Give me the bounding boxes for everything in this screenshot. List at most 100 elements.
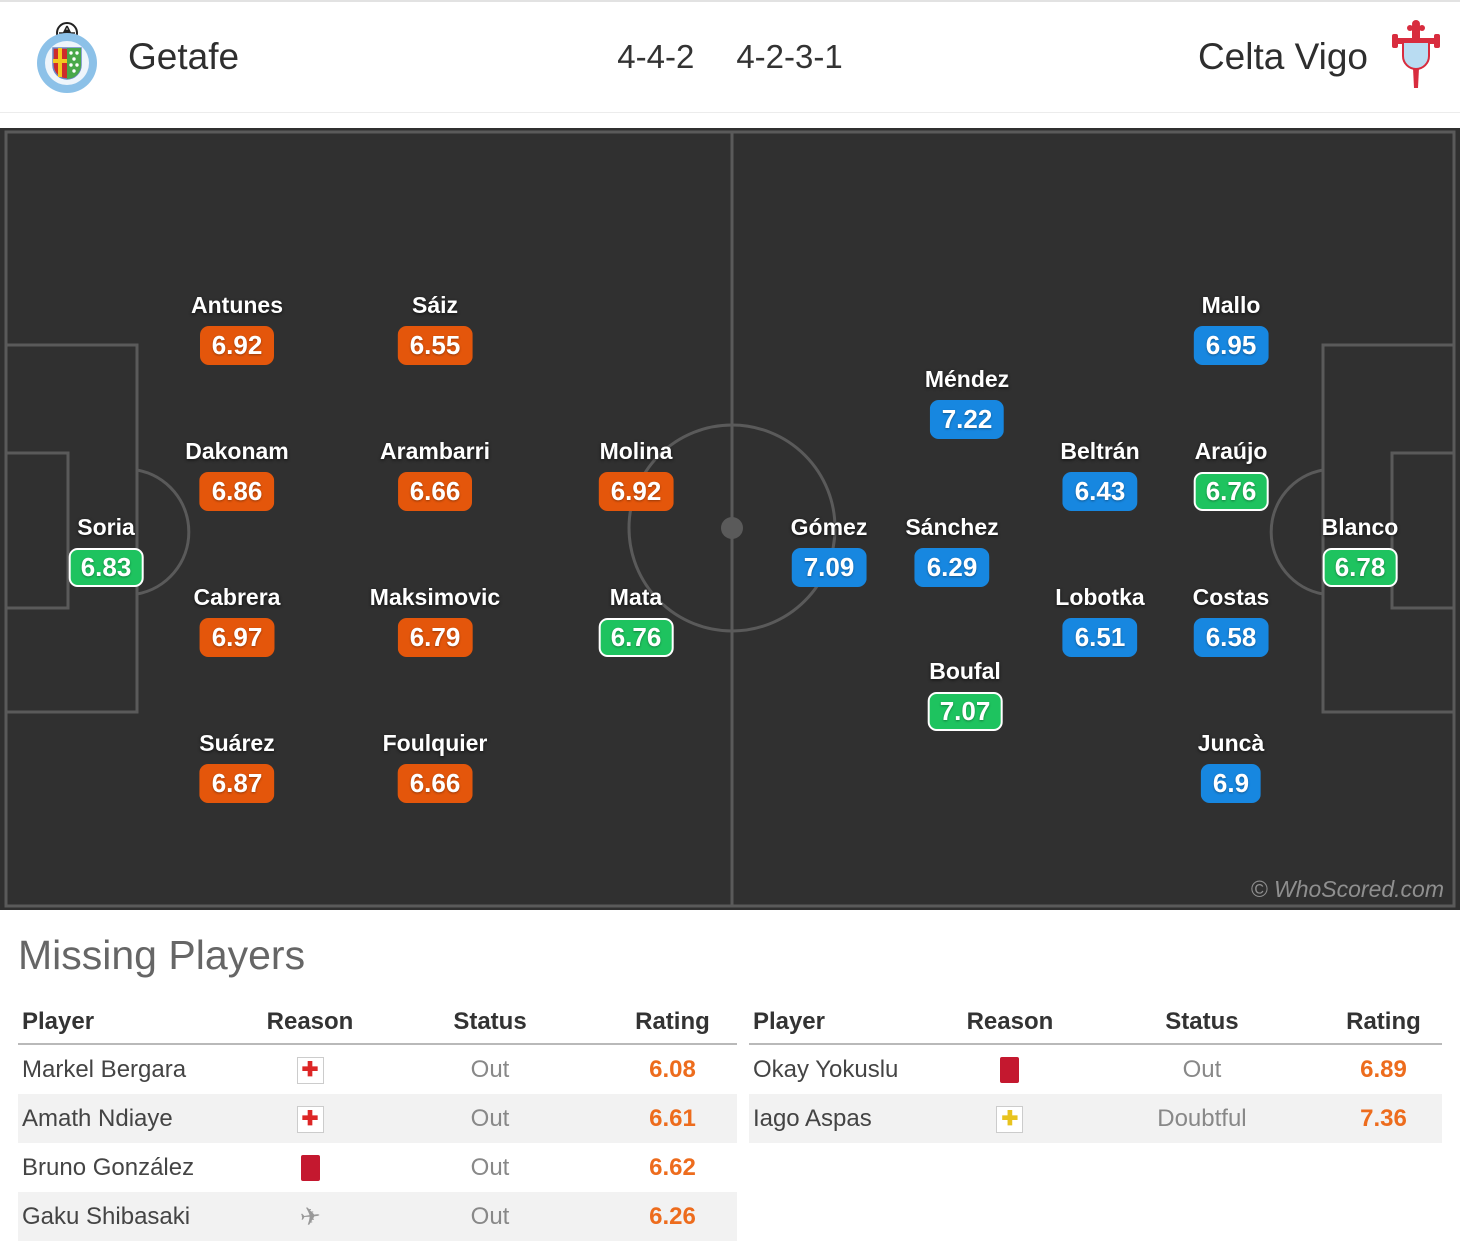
- away-team: Celta Vigo: [1198, 18, 1442, 96]
- player[interactable]: Foulquier 6.66: [383, 730, 487, 803]
- player-name: Juncà: [1197, 730, 1265, 756]
- missing-player-name[interactable]: Bruno González: [22, 1153, 195, 1181]
- injury-cross-icon: ✚: [296, 1105, 324, 1133]
- player-name: Sánchez: [905, 514, 999, 540]
- home-team: Getafe: [34, 17, 239, 97]
- missing-players-title: Missing Players: [18, 932, 306, 978]
- player-rating-badge: 6.9: [1200, 764, 1262, 803]
- player[interactable]: Gómez 7.09: [790, 514, 868, 587]
- missing-player-reason: [248, 1154, 372, 1182]
- table-header: Player Reason Status Rating: [18, 1001, 737, 1045]
- missing-player-status: Out: [470, 1202, 510, 1230]
- player-name: Gómez: [790, 514, 868, 540]
- missing-player-status: Out: [1182, 1055, 1222, 1083]
- player-name: Arambarri: [380, 438, 490, 464]
- player[interactable]: Boufal 7.07: [927, 658, 1003, 731]
- player[interactable]: Arambarri 6.66: [380, 438, 490, 511]
- player[interactable]: Maksimovic 6.79: [370, 584, 500, 657]
- player[interactable]: Juncà 6.9: [1198, 730, 1264, 803]
- player[interactable]: Costas 6.58: [1192, 584, 1270, 657]
- missing-player-rating: 6.08: [649, 1055, 696, 1083]
- missing-players-table-away: Player Reason Status Rating Okay Yokuslu…: [748, 1001, 1442, 1241]
- player-rating-badge: 7.07: [927, 692, 1003, 731]
- missing-player-name[interactable]: Iago Aspas: [752, 1104, 872, 1132]
- missing-player-name[interactable]: Amath Ndiaye: [22, 1104, 173, 1132]
- column-status: Status: [453, 1008, 527, 1035]
- missing-player-name[interactable]: Gaku Shibasaki: [22, 1202, 191, 1230]
- player[interactable]: Soria 6.83: [68, 514, 144, 587]
- missing-player-status: Out: [470, 1104, 510, 1132]
- missing-player-reason: ✚: [941, 1104, 1079, 1133]
- column-status: Status: [1165, 1008, 1239, 1035]
- player-name: Araújo: [1194, 438, 1268, 464]
- player-name: Antunes: [191, 292, 283, 318]
- missing-player-reason: ✚: [248, 1104, 372, 1133]
- player-name: Mata: [609, 584, 663, 610]
- player[interactable]: Méndez 7.22: [925, 366, 1009, 439]
- player[interactable]: Dakonam 6.86: [185, 438, 289, 511]
- missing-player-row: Markel Bergara ✚ Out 6.08: [18, 1045, 737, 1094]
- missing-player-name[interactable]: Okay Yokuslu: [752, 1055, 899, 1083]
- pitch-markings: [4, 130, 1456, 908]
- red-card-icon: [1000, 1057, 1020, 1084]
- away-team-name[interactable]: Celta Vigo: [1197, 36, 1368, 77]
- player-rating-badge: 6.76: [598, 618, 674, 657]
- column-rating: Rating: [1346, 1008, 1421, 1035]
- player-name: Blanco: [1321, 514, 1399, 540]
- player-name: Suárez: [199, 730, 275, 756]
- player-rating-badge: 6.76: [1193, 472, 1269, 511]
- player-rating-badge: 6.58: [1193, 618, 1269, 657]
- celta-vigo-crest-icon[interactable]: [1390, 18, 1442, 96]
- player[interactable]: Sáiz 6.55: [397, 292, 473, 365]
- player[interactable]: Mallo 6.95: [1193, 292, 1269, 365]
- player[interactable]: Cabrera 6.97: [194, 584, 280, 657]
- player-name: Molina: [599, 438, 673, 464]
- missing-player-rating: 6.61: [649, 1104, 696, 1132]
- player-rating-badge: 6.51: [1062, 618, 1138, 657]
- missing-player-rating: 6.89: [1360, 1055, 1407, 1083]
- player-name: Soria: [77, 514, 135, 540]
- player-rating-badge: 6.78: [1322, 548, 1398, 587]
- formations: 4-4-2 4-2-3-1: [617, 38, 842, 76]
- missing-player-reason: [941, 1056, 1079, 1084]
- player[interactable]: Araújo 6.76: [1193, 438, 1269, 511]
- player-name: Beltrán: [1060, 438, 1140, 464]
- player-rating-badge: 6.95: [1193, 326, 1269, 365]
- missing-player-rating: 6.62: [649, 1153, 696, 1181]
- player[interactable]: Sánchez 6.29: [905, 514, 999, 587]
- missing-player-rating: 7.36: [1360, 1104, 1407, 1132]
- player-name: Costas: [1192, 584, 1270, 610]
- player-rating-badge: 6.83: [68, 548, 144, 587]
- missing-player-status: Out: [470, 1153, 510, 1181]
- missing-player-status: Doubtful: [1157, 1104, 1247, 1132]
- player[interactable]: Lobotka 6.51: [1055, 584, 1145, 657]
- match-header: Getafe 4-4-2 4-2-3-1 Celta Vigo: [0, 0, 1460, 113]
- player[interactable]: Molina 6.92: [598, 438, 674, 511]
- injury-cross-icon: ✚: [296, 1056, 324, 1084]
- missing-player-row: Okay Yokuslu Out 6.89: [749, 1045, 1442, 1094]
- missing-player-rating: 6.26: [649, 1202, 696, 1230]
- player-rating-badge: 6.43: [1062, 472, 1138, 511]
- player[interactable]: Beltrán 6.43: [1060, 438, 1140, 511]
- missing-player-row: Gaku Shibasaki ✈ Out 6.26: [18, 1192, 737, 1241]
- player[interactable]: Mata 6.76: [598, 584, 674, 657]
- player[interactable]: Blanco 6.78: [1321, 514, 1399, 587]
- missing-player-reason: ✚: [248, 1055, 372, 1084]
- player[interactable]: Antunes 6.92: [191, 292, 283, 365]
- missing-player-name[interactable]: Markel Bergara: [22, 1055, 187, 1083]
- watermark: © WhoScored.com: [1250, 876, 1444, 902]
- missing-player-row: Bruno González Out 6.62: [18, 1143, 737, 1192]
- pitch: Soria 6.83 Antunes 6.92 Sáiz 6.55 Dakonam 6.86 A…: [0, 128, 1460, 910]
- doubt-cross-icon: ✚: [996, 1105, 1024, 1133]
- player-name: Sáiz: [411, 292, 459, 318]
- player-rating-badge: 6.79: [397, 618, 473, 657]
- player-rating-badge: 6.66: [397, 764, 473, 803]
- player-rating-badge: 6.92: [199, 326, 275, 365]
- red-card-icon: [300, 1155, 320, 1182]
- column-reason: Reason: [966, 1008, 1054, 1035]
- getafe-crest-icon[interactable]: [34, 17, 100, 97]
- home-team-name[interactable]: Getafe: [128, 36, 240, 77]
- player[interactable]: Suárez 6.87: [199, 730, 275, 803]
- player-name: Méndez: [924, 366, 1010, 392]
- player-rating-badge: 6.86: [199, 472, 275, 511]
